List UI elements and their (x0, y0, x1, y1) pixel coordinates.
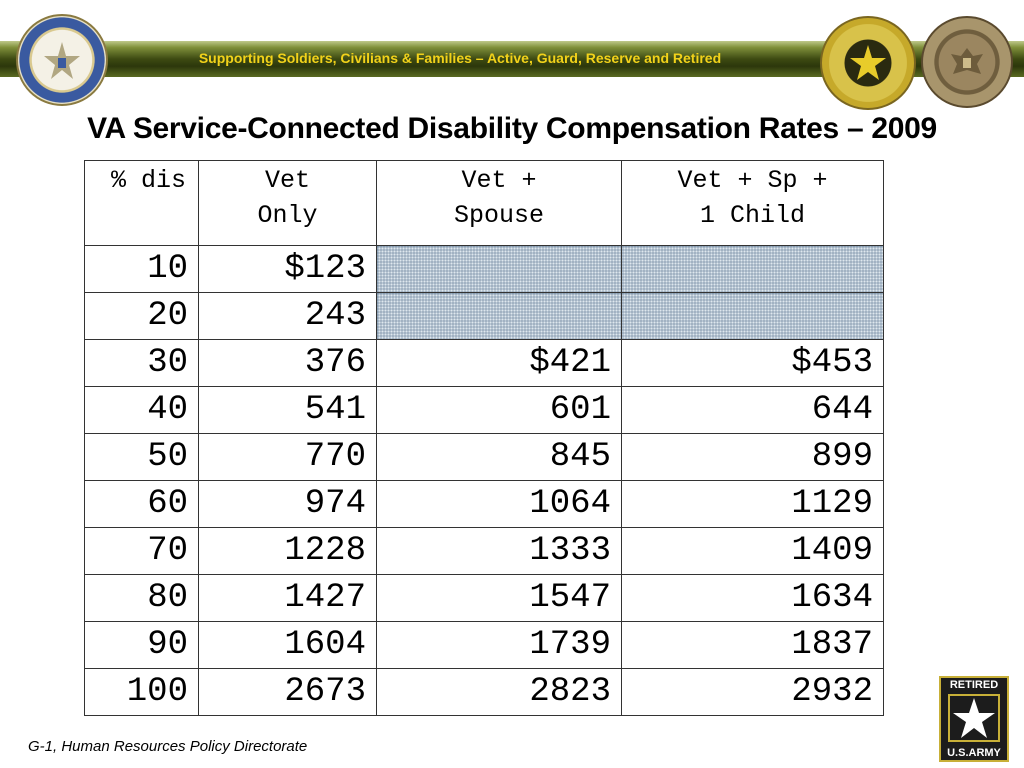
banner-text: Supporting Soldiers, Civilians & Familie… (198, 50, 722, 66)
table-row: 40 541 601 644 (84, 386, 884, 434)
cell-percent: 70 (84, 527, 199, 575)
cell-vet-only: 243 (198, 292, 377, 340)
table-header-row: % dis Vet Only Vet + Spouse Vet + Sp + 1 Ch… (84, 160, 884, 246)
cell-vet-spouse-child: 1409 (621, 527, 884, 575)
cell-percent: 100 (84, 668, 199, 716)
cell-vet-spouse-child: 1837 (621, 621, 884, 669)
table-row: 80 1427 1547 1634 (84, 574, 884, 622)
table-row: 20 243 (84, 292, 884, 340)
cell-vet-spouse: 1333 (376, 527, 622, 575)
deputy-chief-of-staff-g1-seal-icon (820, 16, 916, 110)
cell-vet-spouse: 1739 (376, 621, 622, 669)
cell-vet-only: 1228 (198, 527, 377, 575)
cell-vet-spouse-child: 899 (621, 433, 884, 481)
cell-vet-spouse: 601 (376, 386, 622, 434)
header-percent-disability: % dis (84, 160, 199, 246)
header-line: Only (257, 201, 318, 230)
table-row: 60 974 1064 1129 (84, 480, 884, 528)
cell-percent: 10 (84, 245, 199, 293)
header-line: Vet (264, 166, 310, 195)
logo-top-text: RETIRED (949, 679, 999, 691)
cell-vet-only: 2673 (198, 668, 377, 716)
header-line: Vet + Sp + (677, 166, 828, 195)
cell-vet-spouse: 2823 (376, 668, 622, 716)
table-row: 90 1604 1739 1837 (84, 621, 884, 669)
header-vet-spouse-child: Vet + Sp + 1 Child (621, 160, 884, 246)
cell-percent: 50 (84, 433, 199, 481)
cell-vet-only: 376 (198, 339, 377, 387)
header-line: Spouse (453, 201, 544, 230)
retired-army-logo: RETIRED U.S.ARMY (939, 676, 1009, 762)
cell-vet-spouse: 1547 (376, 574, 622, 622)
table-row: 10 $123 (84, 245, 884, 293)
compensation-rates-table: % dis Vet Only Vet + Spouse Vet + Sp + 1 Ch… (84, 160, 884, 716)
header-line: % dis (110, 166, 186, 195)
cell-percent: 40 (84, 386, 199, 434)
cell-percent: 30 (84, 339, 199, 387)
cell-vet-only: $123 (198, 245, 377, 293)
army-star-icon (948, 694, 1000, 742)
header-vet-only: Vet Only (198, 160, 377, 246)
table-row: 100 2673 2823 2932 (84, 668, 884, 716)
great-seal-icon (921, 16, 1013, 108)
cell-not-applicable (621, 245, 884, 293)
cell-vet-only: 541 (198, 386, 377, 434)
cell-vet-spouse: $421 (376, 339, 622, 387)
footer-directorate: G-1, Human Resources Policy Directorate (28, 738, 308, 755)
table-row: 30 376 $421 $453 (84, 339, 884, 387)
cell-vet-only: 1604 (198, 621, 377, 669)
header-line: Vet + (461, 166, 537, 195)
cell-not-applicable (376, 292, 622, 340)
header-line: 1 Child (699, 201, 806, 230)
cell-percent: 80 (84, 574, 199, 622)
cell-percent: 60 (84, 480, 199, 528)
cell-not-applicable (376, 245, 622, 293)
department-of-the-army-seal-icon (16, 14, 108, 106)
cell-vet-spouse-child: $453 (621, 339, 884, 387)
table-row: 70 1228 1333 1409 (84, 527, 884, 575)
cell-vet-only: 1427 (198, 574, 377, 622)
cell-vet-spouse-child: 2932 (621, 668, 884, 716)
logo-bottom-text: U.S.ARMY (947, 747, 1001, 759)
cell-vet-spouse-child: 1129 (621, 480, 884, 528)
cell-vet-spouse-child: 644 (621, 386, 884, 434)
cell-not-applicable (621, 292, 884, 340)
page-title: VA Service-Connected Disability Compensa… (87, 112, 937, 145)
cell-vet-spouse: 1064 (376, 480, 622, 528)
cell-percent: 90 (84, 621, 199, 669)
cell-vet-spouse-child: 1634 (621, 574, 884, 622)
table-row: 50 770 845 899 (84, 433, 884, 481)
cell-vet-spouse: 845 (376, 433, 622, 481)
cell-vet-only: 974 (198, 480, 377, 528)
header-vet-spouse: Vet + Spouse (376, 160, 622, 246)
cell-vet-only: 770 (198, 433, 377, 481)
cell-percent: 20 (84, 292, 199, 340)
